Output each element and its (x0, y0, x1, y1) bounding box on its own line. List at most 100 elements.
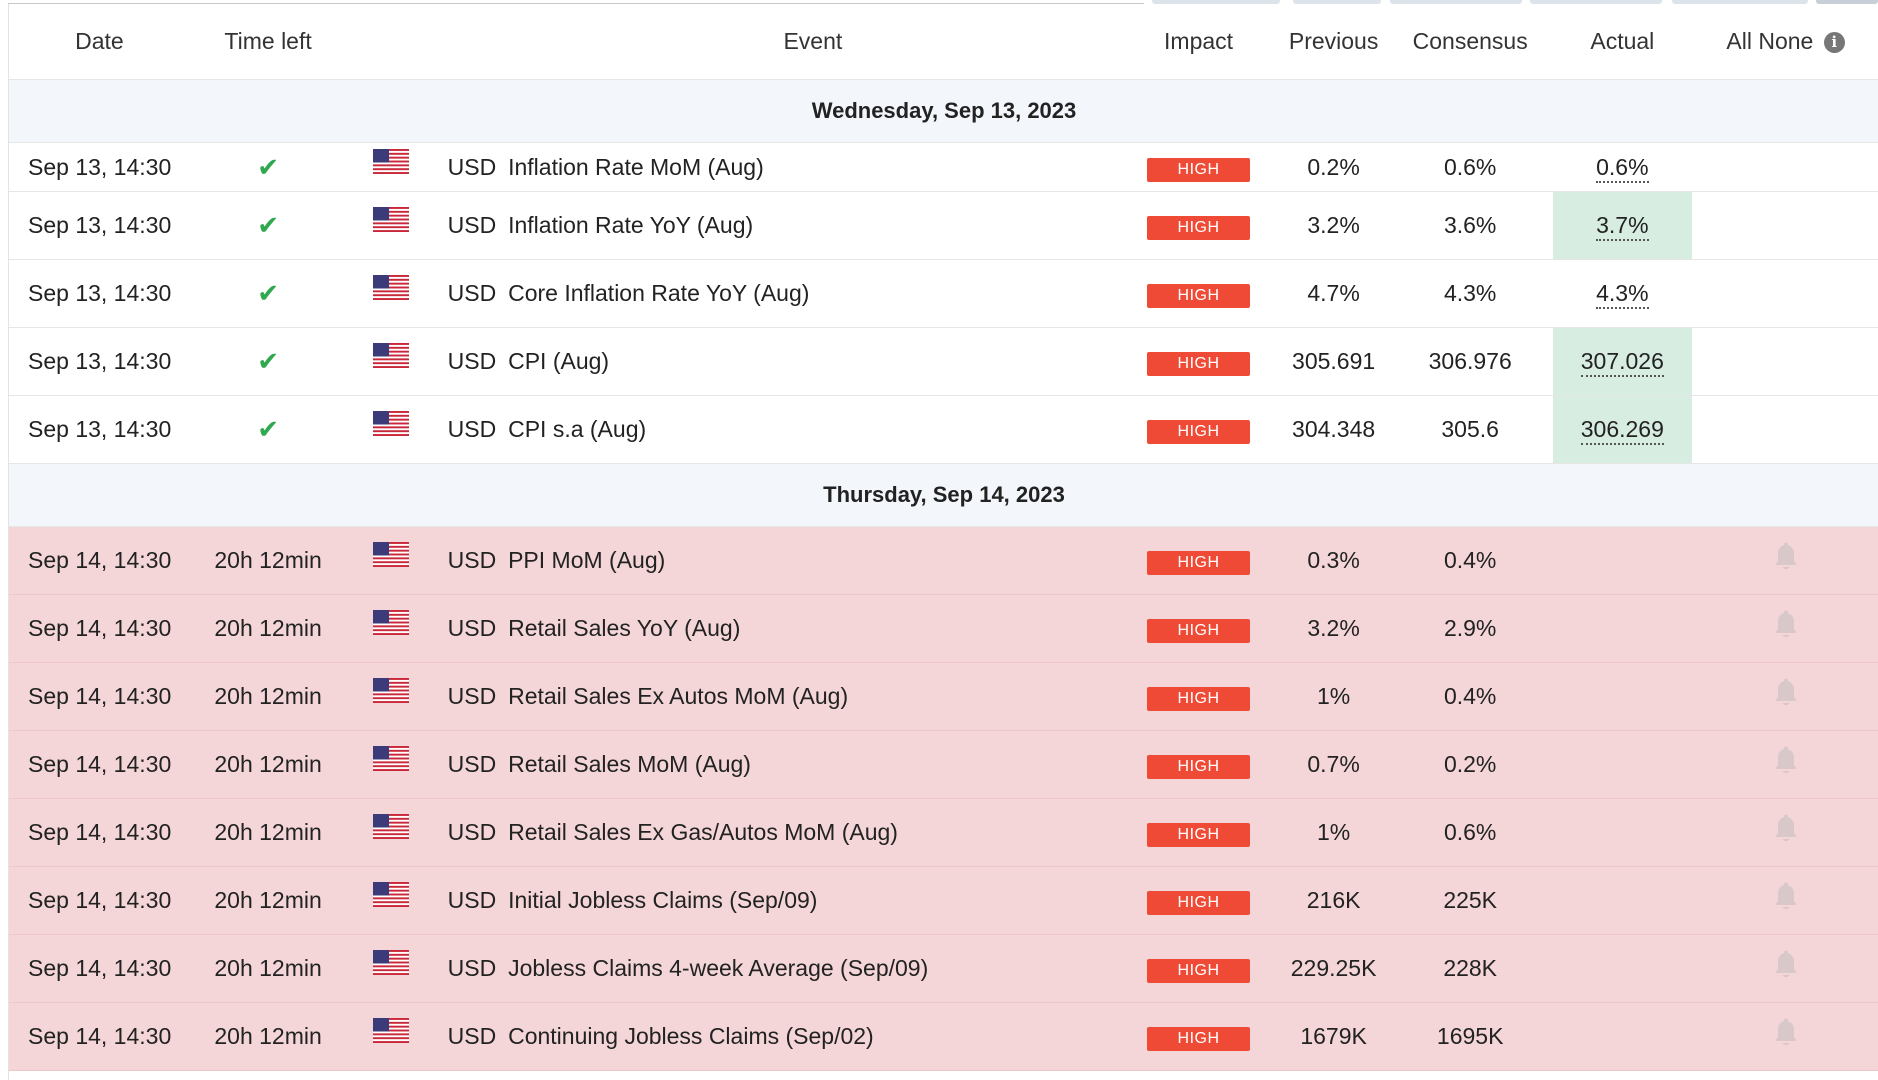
actual-cell (1552, 662, 1693, 731)
alert-none-link[interactable]: None (1758, 28, 1814, 54)
us-flag-icon (372, 542, 409, 568)
time-left-value: 20h 12min (214, 955, 322, 981)
bell-icon[interactable] (1772, 950, 1800, 982)
actual-cell (1552, 526, 1693, 595)
event-row[interactable]: Sep 14, 14:30 20h 12min USD Retail Sales… (9, 594, 1878, 663)
calendar-table: Date Time left Event Impact Previous Con… (9, 4, 1878, 1071)
impact-badge: HIGH (1147, 216, 1251, 240)
actual-cell (1552, 730, 1693, 799)
time-left-cell: 20h 12min (190, 934, 346, 1003)
actual-value[interactable]: 0.6% (1596, 153, 1649, 183)
consensus-value: 0.4% (1387, 526, 1553, 595)
event-row[interactable]: Sep 13, 14:30 ✔ USD Inflation Rate YoY (… (9, 191, 1878, 260)
flag-cell (345, 866, 436, 935)
event-row[interactable]: Sep 14, 14:30 20h 12min USD PPI MoM (Aug… (9, 526, 1878, 595)
event-name[interactable]: Jobless Claims 4-week Average (Sep/09) (508, 934, 1118, 1003)
event-name[interactable]: Retail Sales YoY (Aug) (508, 594, 1118, 663)
flag-cell (345, 594, 436, 663)
actual-cell (1552, 594, 1693, 663)
event-name[interactable]: PPI MoM (Aug) (508, 526, 1118, 595)
impact-cell: HIGH (1117, 327, 1280, 396)
event-row[interactable]: Sep 14, 14:30 20h 12min USD Continuing J… (9, 1002, 1878, 1071)
consensus-value: 3.6% (1387, 191, 1553, 260)
flag-cell (345, 798, 436, 867)
event-row[interactable]: Sep 14, 14:30 20h 12min USD Jobless Clai… (9, 934, 1878, 1003)
event-name[interactable]: Core Inflation Rate YoY (Aug) (508, 259, 1118, 328)
event-name[interactable]: CPI s.a (Aug) (508, 395, 1118, 464)
event-row[interactable]: Sep 13, 14:30 ✔ USD Inflation Rate MoM (… (9, 142, 1878, 192)
actual-value[interactable]: 307.026 (1580, 348, 1664, 377)
event-date: Sep 14, 14:30 (9, 1002, 191, 1071)
col-header-flag (345, 4, 436, 80)
actual-value[interactable]: 306.269 (1580, 416, 1664, 445)
event-name[interactable]: Retail Sales Ex Autos MoM (Aug) (508, 662, 1118, 731)
filter-tab-3[interactable] (1390, 0, 1522, 4)
us-flag-icon (372, 678, 409, 704)
filter-tab-6[interactable] (1816, 0, 1878, 4)
time-left-cell: 20h 12min (190, 1002, 346, 1071)
event-row[interactable]: Sep 14, 14:30 20h 12min USD Retail Sales… (9, 730, 1878, 799)
event-row[interactable]: Sep 13, 14:30 ✔ USD CPI s.a (Aug) HIGH 3… (9, 395, 1878, 464)
actual-value[interactable]: 4.3% (1596, 280, 1649, 309)
currency-code: USD (435, 327, 509, 396)
bell-icon[interactable] (1772, 814, 1800, 846)
event-name[interactable]: Inflation Rate MoM (Aug) (508, 142, 1118, 192)
bell-icon[interactable] (1772, 542, 1800, 574)
event-date: Sep 14, 14:30 (9, 730, 191, 799)
filter-tab-5[interactable] (1672, 0, 1808, 4)
previous-value: 304.348 (1279, 395, 1388, 464)
impact-badge: HIGH (1147, 157, 1251, 182)
currency-code: USD (435, 798, 509, 867)
event-row[interactable]: Sep 13, 14:30 ✔ USD CPI (Aug) HIGH 305.6… (9, 327, 1878, 396)
impact-badge: HIGH (1147, 284, 1251, 308)
event-date: Sep 14, 14:30 (9, 662, 191, 731)
col-header-impact[interactable]: Impact (1117, 4, 1280, 80)
event-name[interactable]: Initial Jobless Claims (Sep/09) (508, 866, 1118, 935)
alert-cell (1692, 594, 1878, 663)
time-left-cell: 20h 12min (190, 662, 346, 731)
event-row[interactable]: Sep 13, 14:30 ✔ USD Core Inflation Rate … (9, 259, 1878, 328)
event-name[interactable]: Retail Sales MoM (Aug) (508, 730, 1118, 799)
alert-all-link[interactable]: All (1726, 28, 1752, 54)
event-name[interactable]: Continuing Jobless Claims (Sep/02) (508, 1002, 1118, 1071)
event-row[interactable]: Sep 14, 14:30 20h 12min USD Initial Jobl… (9, 866, 1878, 935)
col-header-date[interactable]: Date (9, 4, 191, 80)
event-name[interactable]: CPI (Aug) (508, 327, 1118, 396)
event-date: Sep 13, 14:30 (9, 191, 191, 260)
impact-badge: HIGH (1147, 1027, 1251, 1051)
us-flag-icon (372, 746, 409, 772)
time-left-cell: 20h 12min (190, 526, 346, 595)
event-date: Sep 13, 14:30 (9, 327, 191, 396)
bell-icon[interactable] (1772, 882, 1800, 914)
impact-cell: HIGH (1117, 934, 1280, 1003)
bell-icon[interactable] (1772, 1018, 1800, 1050)
filter-tab-4[interactable] (1530, 0, 1662, 4)
time-left-cell: ✔ (190, 327, 346, 396)
event-row[interactable]: Sep 14, 14:30 20h 12min USD Retail Sales… (9, 662, 1878, 731)
bell-icon[interactable] (1772, 746, 1800, 778)
previous-value: 229.25K (1279, 934, 1388, 1003)
us-flag-icon (372, 610, 409, 636)
info-icon[interactable]: i (1823, 32, 1845, 53)
currency-code: USD (435, 259, 509, 328)
previous-value: 1% (1279, 798, 1388, 867)
check-icon: ✔ (257, 210, 279, 240)
col-header-time-left[interactable]: Time left (190, 4, 346, 80)
event-row[interactable]: Sep 14, 14:30 20h 12min USD Retail Sales… (9, 798, 1878, 867)
event-name[interactable]: Retail Sales Ex Gas/Autos MoM (Aug) (508, 798, 1118, 867)
time-left-cell: 20h 12min (190, 866, 346, 935)
previous-value: 1% (1279, 662, 1388, 731)
actual-value[interactable]: 3.7% (1596, 212, 1649, 241)
col-header-alerts: All None i (1692, 4, 1878, 80)
search-input-edge[interactable] (8, 0, 1144, 4)
previous-value: 0.3% (1279, 526, 1388, 595)
col-header-event[interactable]: Event (508, 4, 1118, 80)
bell-icon[interactable] (1772, 678, 1800, 710)
filter-tab-1[interactable] (1152, 0, 1280, 4)
filter-tab-2[interactable] (1293, 0, 1381, 4)
impact-cell: HIGH (1117, 866, 1280, 935)
event-date: Sep 14, 14:30 (9, 594, 191, 663)
event-name[interactable]: Inflation Rate YoY (Aug) (508, 191, 1118, 260)
currency-code: USD (435, 594, 509, 663)
bell-icon[interactable] (1772, 610, 1800, 642)
